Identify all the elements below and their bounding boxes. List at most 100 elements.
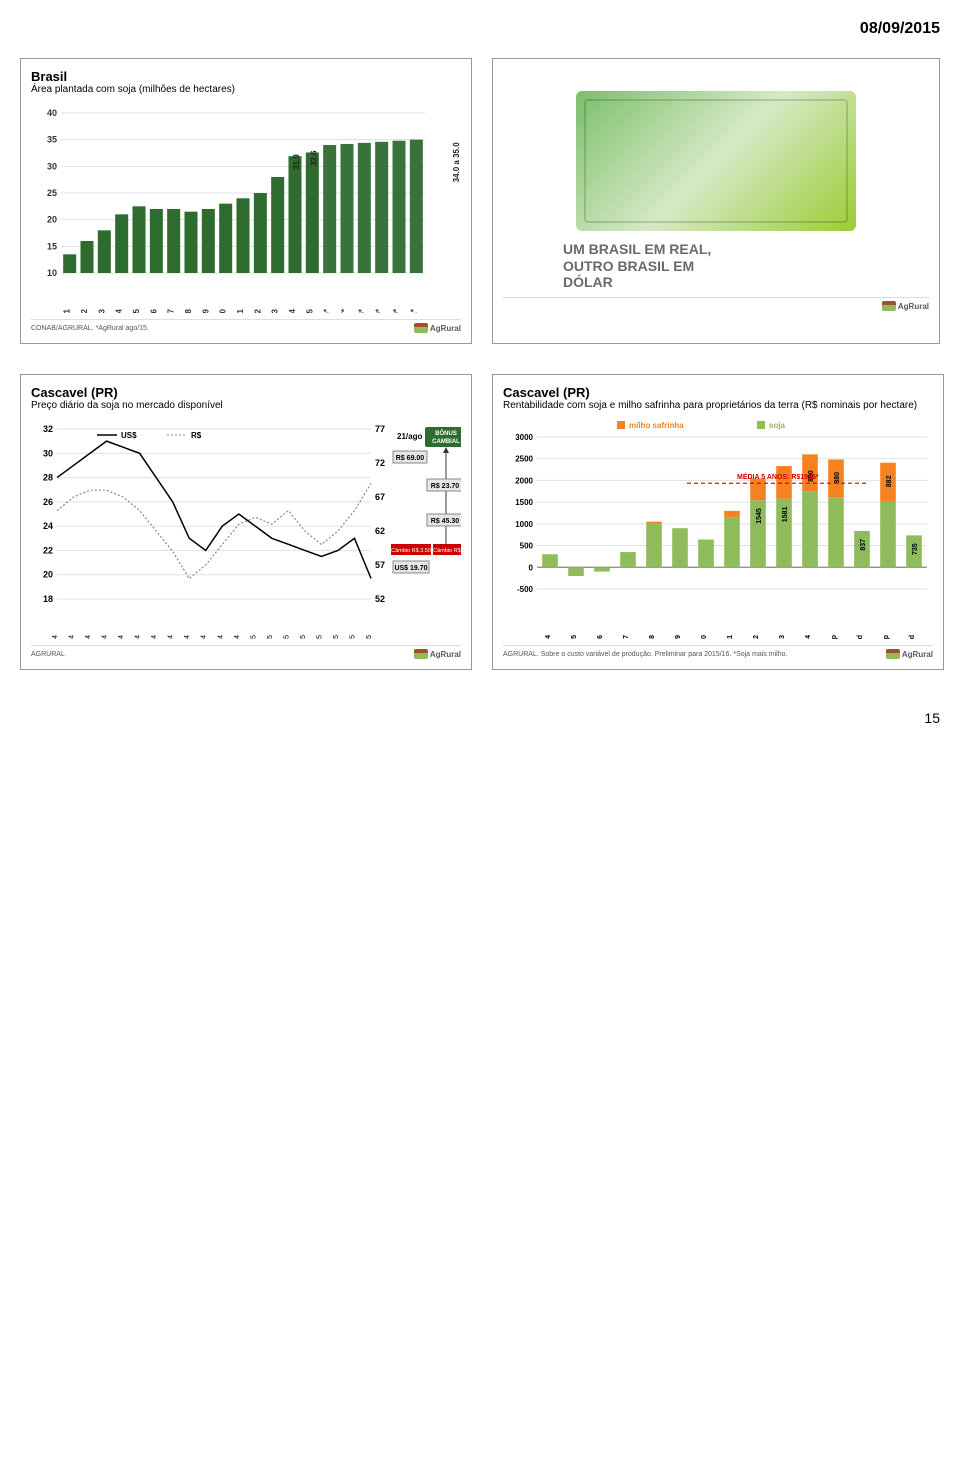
svg-text:08/09: 08/09 — [201, 308, 210, 313]
svg-text:28: 28 — [43, 473, 53, 483]
svg-text:Jun-15: Jun-15 — [333, 635, 340, 639]
svg-text:2500: 2500 — [515, 455, 533, 464]
svg-text:14/15 prop: 14/15 prop — [831, 635, 838, 639]
panel1-chart: 1015202530354000/0101/0202/0303/0404/050… — [31, 103, 461, 313]
svg-text:18/19*: 18/19* — [375, 308, 384, 313]
svg-text:04/05: 04/05 — [571, 635, 578, 639]
svg-text:Câmbio R$ 2.30: Câmbio R$ 2.30 — [433, 548, 461, 554]
panel4-footer: AGRURAL. Sobre o custo variável de produ… — [503, 645, 933, 659]
svg-text:05/06: 05/06 — [149, 308, 158, 313]
svg-text:22: 22 — [43, 545, 53, 555]
svg-text:20: 20 — [47, 215, 57, 225]
svg-text:62: 62 — [375, 526, 385, 536]
svg-text:1500: 1500 — [515, 498, 533, 507]
svg-text:06/07: 06/07 — [167, 308, 176, 313]
panel-rentabilidade: Cascavel (PR) Rentabilidade com soja e m… — [492, 374, 944, 670]
svg-text:08/09: 08/09 — [675, 635, 682, 639]
svg-text:US$: US$ — [121, 431, 137, 440]
svg-text:04/05: 04/05 — [132, 308, 141, 313]
svg-text:26: 26 — [43, 497, 53, 507]
svg-text:03/04: 03/04 — [545, 635, 552, 639]
svg-text:12/13: 12/13 — [271, 308, 280, 313]
svg-text:Mar-15: Mar-15 — [283, 635, 290, 639]
svg-text:Feb-14: Feb-14 — [69, 635, 76, 639]
row-1: Brasil Área plantada com soja (milhões d… — [20, 58, 940, 344]
svg-text:00/01: 00/01 — [63, 308, 72, 313]
money-line3: DÓLAR — [563, 274, 711, 291]
svg-text:May-14: May-14 — [118, 635, 125, 639]
row-2: Cascavel (PR) Preço diário da soja no me… — [20, 374, 940, 670]
svg-text:31.9: 31.9 — [292, 154, 301, 170]
svg-text:15: 15 — [47, 241, 57, 251]
money-line1: UM BRASIL EM REAL, — [563, 241, 711, 258]
page-number: 15 — [20, 710, 940, 726]
svg-text:72: 72 — [375, 458, 385, 468]
svg-text:Apr-14: Apr-14 — [102, 635, 109, 639]
svg-text:57: 57 — [375, 560, 385, 570]
panel-preco-diario: Cascavel (PR) Preço diário da soja no me… — [20, 374, 472, 670]
date-header: 08/09/2015 — [20, 20, 940, 38]
panel1-title: Brasil — [31, 69, 461, 84]
svg-text:10: 10 — [47, 268, 57, 278]
panel1-subtitle: Área plantada com soja (milhões de hecta… — [31, 84, 461, 95]
svg-text:2000: 2000 — [515, 476, 533, 485]
svg-text:Jul-14: Jul-14 — [151, 635, 158, 639]
svg-text:R$ 45.30: R$ 45.30 — [431, 518, 460, 525]
svg-text:Apr-15: Apr-15 — [300, 635, 307, 639]
svg-text:1000: 1000 — [515, 520, 533, 529]
svg-text:BÔNUS: BÔNUS — [435, 429, 457, 437]
svg-text:CAMBIAL: CAMBIAL — [432, 439, 460, 445]
svg-text:06/07: 06/07 — [623, 635, 630, 639]
panel2-footer: AgRural — [503, 297, 929, 311]
svg-text:15/16*: 15/16* — [323, 308, 332, 313]
svg-text:R$ 23.70: R$ 23.70 — [431, 483, 460, 490]
svg-text:16/17*: 16/17* — [340, 308, 349, 313]
svg-text:02/03: 02/03 — [97, 308, 106, 313]
svg-text:25: 25 — [47, 188, 57, 198]
svg-text:10/11: 10/11 — [727, 635, 734, 639]
svg-text:32.6: 32.6 — [309, 150, 318, 166]
svg-text:07/08: 07/08 — [649, 635, 656, 639]
svg-text:20/21*: 20/21* — [409, 308, 418, 313]
panel3-subtitle: Preço diário da soja no mercado disponív… — [31, 400, 461, 411]
svg-text:735: 735 — [912, 543, 919, 555]
svg-text:30: 30 — [47, 161, 57, 171]
svg-text:3000: 3000 — [515, 433, 533, 442]
svg-text:500: 500 — [520, 542, 534, 551]
svg-text:Feb-15: Feb-15 — [267, 635, 274, 639]
panel4-chart: -50005001000150020002500300003/0404/0505… — [503, 419, 933, 639]
svg-text:13/14: 13/14 — [805, 635, 812, 639]
svg-text:May-15: May-15 — [316, 635, 323, 639]
svg-text:Jun-14: Jun-14 — [135, 635, 142, 639]
agrural-logo: AgRural — [886, 649, 933, 659]
svg-text:11/12: 11/12 — [253, 308, 262, 313]
agrural-logo: AgRural — [882, 301, 929, 311]
svg-text:01/02: 01/02 — [80, 308, 89, 313]
svg-text:14/15: 14/15 — [305, 308, 314, 313]
svg-text:09/10: 09/10 — [219, 308, 228, 313]
panel4-subtitle: Rentabilidade com soja e milho safrinha … — [503, 400, 933, 411]
money-line2: OUTRO BRASIL EM — [563, 258, 711, 275]
svg-text:837: 837 — [860, 539, 867, 551]
svg-text:15/16 prop: 15/16 prop — [883, 635, 890, 639]
agrural-logo: AgRural — [414, 323, 461, 333]
svg-text:882: 882 — [886, 475, 893, 487]
svg-text:MÉDIA 5 ANOS: R$1936*: MÉDIA 5 ANOS: R$1936* — [737, 472, 819, 481]
svg-text:24: 24 — [43, 521, 53, 531]
svg-text:52: 52 — [375, 594, 385, 604]
svg-text:R$ 69.00: R$ 69.00 — [396, 455, 425, 462]
svg-text:18: 18 — [43, 594, 53, 604]
panel4-footer-text: AGRURAL. Sobre o custo variável de produ… — [503, 651, 787, 658]
svg-text:US$ 19.70: US$ 19.70 — [394, 565, 427, 572]
panel3-footer: AGRURAL AgRural — [31, 645, 461, 659]
svg-text:0: 0 — [529, 563, 534, 572]
panel-area-plantada: Brasil Área plantada com soja (milhões d… — [20, 58, 472, 344]
svg-text:Sep-14: Sep-14 — [184, 635, 191, 639]
svg-text:67: 67 — [375, 492, 385, 502]
svg-text:Mar-14: Mar-14 — [85, 635, 92, 639]
svg-text:09/10: 09/10 — [701, 635, 708, 639]
svg-text:21/ago: 21/ago — [397, 432, 422, 441]
svg-text:77: 77 — [375, 424, 385, 434]
svg-text:05/06: 05/06 — [597, 635, 604, 639]
svg-text:10/11: 10/11 — [236, 308, 245, 313]
